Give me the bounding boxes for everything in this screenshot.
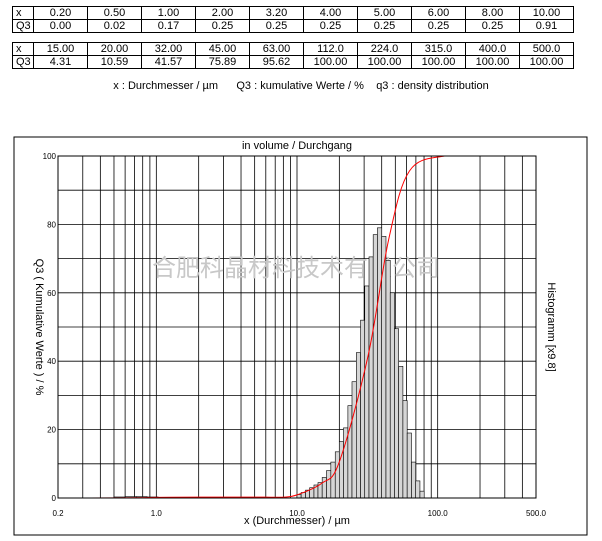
data-table-2: x 15.00 20.00 32.00 45.00 63.00 112.0 22… [12, 42, 574, 69]
y-tick-label: 20 [47, 426, 56, 435]
histogram-bar [377, 227, 382, 499]
table-cell: 400.0 [465, 42, 520, 56]
y-tick-label: 100 [43, 152, 57, 161]
histogram-bar [372, 234, 378, 499]
x-axis-label: x (Durchmesser) / µm [244, 515, 350, 527]
histogram-bar [351, 381, 357, 499]
data-table-1: x 0.20 0.50 1.00 2.00 3.20 4.00 5.00 6.0… [12, 6, 574, 33]
histogram-bar [330, 461, 336, 499]
legend-x: x : Durchmesser / µm [113, 80, 219, 92]
histogram-bar [347, 405, 353, 499]
x-tick-label: 10.0 [289, 509, 305, 518]
legend-q3: Q3 : kumulative Werte / % [236, 80, 364, 92]
histogram-bar [398, 366, 404, 499]
grid [58, 156, 536, 498]
table-cell: 100.00 [411, 55, 466, 69]
table-cell: 100.00 [303, 55, 358, 69]
chart-frame [13, 136, 588, 536]
histogram-bar [406, 432, 412, 499]
x-tick-labels: 0.2 1.0 10.0 100.0 500.0 [52, 509, 546, 518]
watermark: 合肥科晶材料技术有限公司 [152, 254, 440, 282]
y2-axis-label: Histogramm [x9.8] [545, 282, 557, 371]
table-cell: 0.25 [465, 19, 520, 33]
histogram-bar [360, 319, 366, 499]
plot-border [57, 155, 537, 499]
table-cell: 112.0 [303, 42, 358, 56]
table-row-q3: Q3 0.00 0.02 0.17 0.25 0.25 0.25 0.25 0.… [12, 19, 574, 33]
table-cell: 224.0 [357, 42, 412, 56]
histogram-bar [356, 352, 361, 499]
table-cell: 0.25 [303, 19, 358, 33]
x-tick-label: 1.0 [151, 509, 163, 518]
x-tick-label: 500.0 [526, 509, 547, 518]
histogram-bar [368, 256, 374, 499]
table-cell: 0.02 [87, 19, 142, 33]
table-cell: 0.17 [141, 19, 196, 33]
table-cell: 32.00 [141, 42, 196, 56]
histogram-bar [411, 461, 417, 499]
table-cell: 100.00 [465, 55, 520, 69]
histogram-bar [326, 470, 332, 499]
histogram-bar [394, 328, 399, 499]
table-cell: 4.31 [33, 55, 88, 69]
y-tick-label: 0 [52, 494, 57, 503]
histogram-bar [389, 292, 395, 499]
table-cell: 95.62 [249, 55, 304, 69]
table-cell: 0.25 [411, 19, 466, 33]
histogram-bar [334, 451, 340, 499]
table-cell: 0.91 [519, 19, 574, 33]
y-axis-label: Q3 ( Kumulative Werte ) / % [33, 259, 45, 396]
histogram-bar [402, 400, 408, 499]
table-cell: 0.25 [357, 19, 412, 33]
y-tick-label: 40 [47, 357, 56, 366]
legend-q3-density: q3 : density distribution [376, 80, 489, 92]
table-cell: 10.59 [87, 55, 142, 69]
table-cell: 15.00 [33, 42, 88, 56]
row-label-q3: Q3 [12, 55, 34, 69]
x-tick-label: 0.2 [52, 509, 64, 518]
table-cell: 0.00 [33, 19, 88, 33]
histogram-bar [385, 260, 391, 499]
chart-title: in volume / Durchgang [242, 140, 352, 152]
y-tick-labels: 0 20 40 60 80 100 [43, 152, 57, 503]
y-tick-label: 60 [47, 289, 56, 298]
histogram-bar [364, 285, 370, 499]
x-tick-label: 100.0 [428, 509, 449, 518]
histogram-bar [419, 490, 425, 499]
table-cell: 0.25 [249, 19, 304, 33]
table-cell: 500.0 [519, 42, 574, 56]
table-cell: 75.89 [195, 55, 250, 69]
legend-line: x : Durchmesser / µm Q3 : kumulative Wer… [0, 80, 602, 92]
table-cell: 20.00 [87, 42, 142, 56]
y-tick-label: 80 [47, 220, 56, 229]
table-cell: 41.57 [141, 55, 196, 69]
table-cell: 10.00 [519, 6, 574, 20]
table-cell: 100.00 [357, 55, 412, 69]
table-row-q3: Q3 4.31 10.59 41.57 75.89 95.62 100.00 1… [12, 55, 574, 69]
table-cell: 100.00 [519, 55, 574, 69]
histogram-bar [415, 480, 421, 499]
table-cell: 0.25 [195, 19, 250, 33]
